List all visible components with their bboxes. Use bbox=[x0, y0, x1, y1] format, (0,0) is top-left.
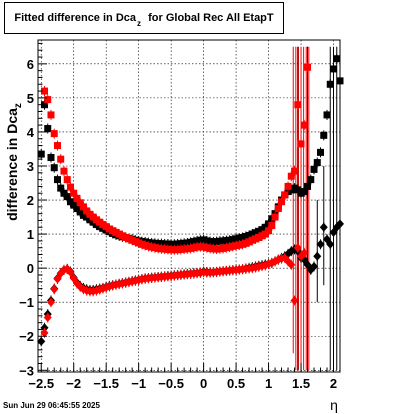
diamond-point bbox=[316, 239, 325, 249]
square-point bbox=[323, 111, 331, 119]
square-point bbox=[50, 130, 58, 138]
square-point bbox=[333, 55, 341, 63]
square-point bbox=[320, 131, 328, 139]
square-point bbox=[291, 167, 299, 175]
axis-ticks bbox=[38, 42, 341, 372]
square-point bbox=[73, 194, 81, 202]
square-point bbox=[313, 159, 321, 167]
square-point bbox=[63, 176, 71, 184]
x-tick-label: 1 bbox=[265, 376, 272, 391]
square-point bbox=[44, 96, 52, 104]
square-point bbox=[66, 183, 74, 191]
diamond-point bbox=[53, 274, 62, 284]
x-tick-label: 0.5 bbox=[227, 376, 245, 391]
square-point bbox=[76, 199, 84, 207]
square-point bbox=[278, 198, 286, 206]
y-tick-label: 1 bbox=[27, 227, 34, 242]
diamond-point bbox=[50, 284, 59, 294]
title-subscript: z bbox=[137, 18, 141, 28]
square-point bbox=[307, 176, 315, 184]
diamond-point bbox=[56, 268, 65, 278]
data-markers bbox=[37, 53, 344, 347]
y-tick-label: 6 bbox=[27, 57, 34, 72]
x-tick-labels: −2.5 −2 −1.5 −1 −0.5 0 0.5 1 1.5 2 bbox=[28, 376, 337, 391]
title-prefix: Fitted difference in Dca bbox=[14, 12, 136, 24]
square-point bbox=[304, 182, 312, 190]
x-tick-label: −1 bbox=[131, 376, 146, 391]
square-point bbox=[294, 101, 302, 109]
diamond-point bbox=[287, 260, 296, 270]
square-point bbox=[40, 101, 48, 109]
square-point bbox=[53, 142, 61, 150]
y-tick-label: −2 bbox=[19, 329, 34, 344]
y-axis-label-sub: z bbox=[13, 103, 24, 108]
square-point bbox=[281, 191, 289, 199]
diamond-point bbox=[66, 267, 75, 277]
square-point bbox=[53, 176, 61, 184]
diamond-point bbox=[43, 313, 52, 323]
y-axis-label: difference in Dcaz bbox=[4, 103, 24, 221]
y-tick-label: 3 bbox=[27, 159, 34, 174]
diamond-point bbox=[37, 336, 46, 346]
square-point bbox=[265, 227, 273, 235]
diamond-point bbox=[319, 222, 328, 232]
square-point bbox=[70, 189, 78, 197]
square-point bbox=[57, 184, 65, 192]
diamond-point bbox=[300, 248, 309, 258]
chart-title: Fitted difference in Dca z for Global Re… bbox=[4, 2, 284, 34]
square-point bbox=[300, 188, 308, 196]
diamond-point bbox=[293, 243, 302, 253]
square-point bbox=[287, 172, 295, 180]
diamond-point bbox=[46, 297, 55, 307]
square-point bbox=[304, 63, 312, 71]
plot-frame bbox=[37, 39, 341, 373]
square-point bbox=[44, 125, 52, 133]
x-tick-label: 2 bbox=[330, 376, 337, 391]
x-tick-label: 0 bbox=[200, 376, 207, 391]
title-suffix: for Global Rec All EtapT bbox=[148, 12, 274, 24]
square-point bbox=[326, 80, 334, 88]
square-point bbox=[300, 121, 308, 129]
diamond-point bbox=[326, 239, 335, 249]
y-tick-label: 5 bbox=[27, 91, 34, 106]
y-tick-labels: −3 −2 −1 0 1 2 3 4 5 6 bbox=[19, 57, 35, 378]
square-point bbox=[330, 65, 338, 73]
square-point bbox=[317, 148, 325, 156]
square-point bbox=[310, 165, 318, 173]
square-point bbox=[274, 205, 282, 213]
square-point bbox=[63, 193, 71, 201]
x-tick-label: −1.5 bbox=[93, 376, 119, 391]
square-point bbox=[297, 140, 305, 148]
square-point bbox=[79, 203, 87, 211]
diamond-point bbox=[313, 251, 322, 261]
square-point bbox=[57, 155, 65, 163]
square-point bbox=[60, 167, 68, 175]
square-point bbox=[268, 222, 276, 230]
y-tick-label: 2 bbox=[27, 193, 34, 208]
error-bars bbox=[292, 46, 341, 371]
y-tick-label: 0 bbox=[27, 261, 34, 276]
x-tick-label: 1.5 bbox=[292, 376, 310, 391]
square-point bbox=[271, 213, 279, 221]
y-tick-label: 4 bbox=[27, 125, 35, 140]
diamond-point bbox=[290, 295, 299, 305]
y-tick-label: −1 bbox=[19, 295, 34, 310]
square-point bbox=[47, 111, 55, 119]
x-tick-label: −0.5 bbox=[158, 376, 184, 391]
y-axis-label-main: difference in Dca bbox=[4, 108, 20, 221]
square-point bbox=[47, 153, 55, 161]
square-point bbox=[37, 150, 45, 158]
x-tick-label: −2 bbox=[66, 376, 81, 391]
square-point bbox=[284, 182, 292, 190]
x-tick-label: −2.5 bbox=[28, 376, 54, 391]
x-axis-label: η bbox=[330, 397, 338, 413]
diamond-point bbox=[40, 328, 49, 338]
square-point bbox=[50, 164, 58, 172]
square-point bbox=[40, 87, 48, 95]
datestamp: Sun Jun 29 06:45:55 2025 bbox=[3, 401, 100, 410]
diamond-point bbox=[40, 323, 49, 333]
diamond-point bbox=[310, 261, 319, 271]
y-tick-label: −3 bbox=[19, 363, 34, 378]
